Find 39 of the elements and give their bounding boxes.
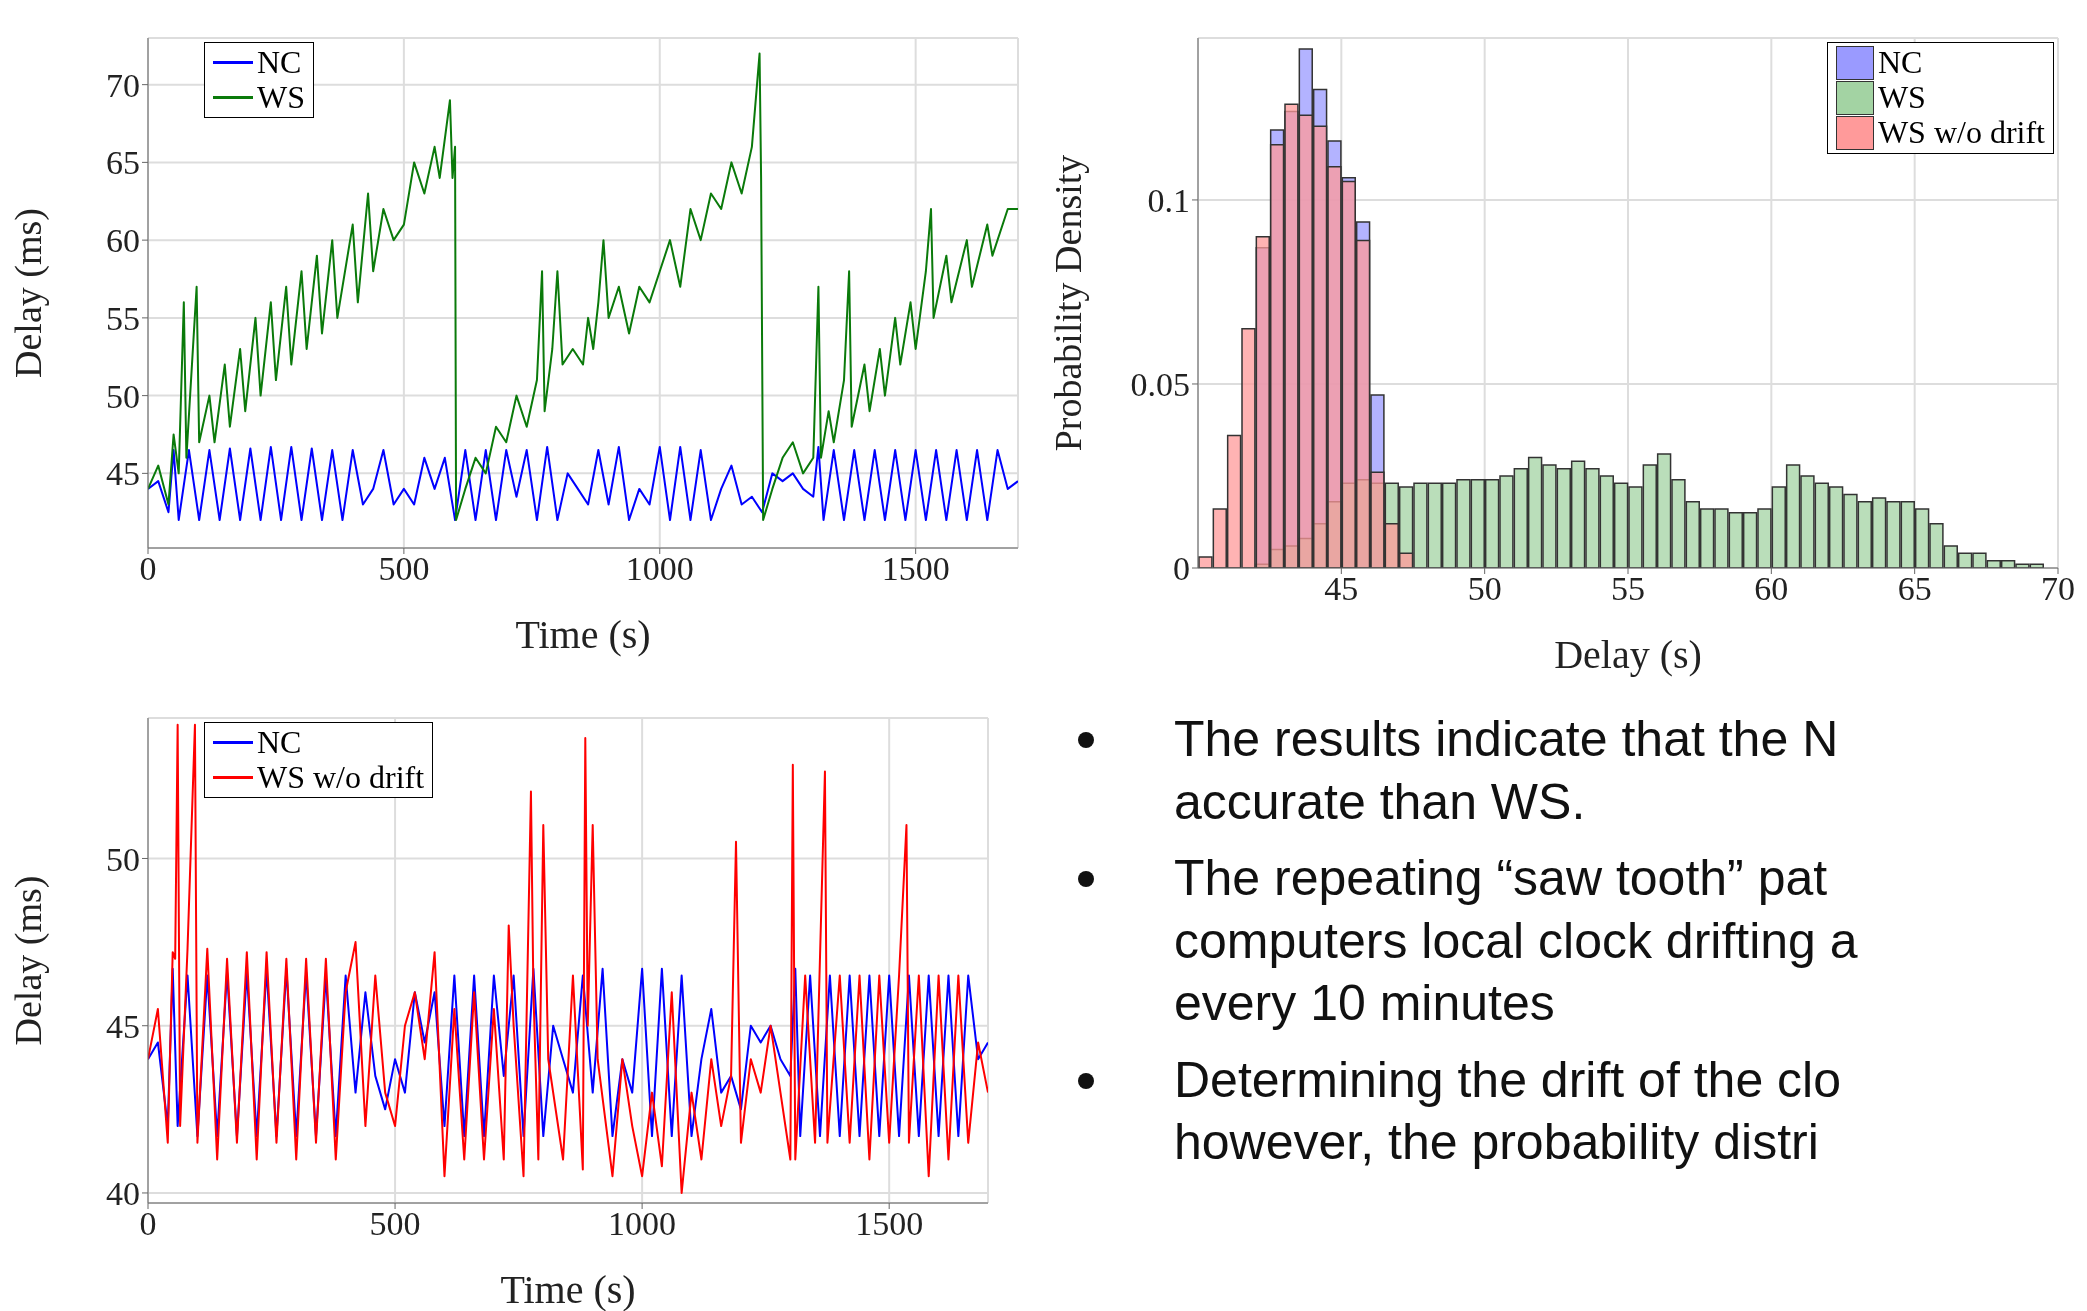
- x-tick-label: 55: [1611, 570, 1645, 608]
- legend-label: NC: [257, 724, 302, 761]
- x-tick-label: 50: [1467, 570, 1502, 608]
- text: The repeating “saw tooth” pat computers local clock drifting a every 10 minutes: [1174, 849, 1858, 1033]
- y-tick-label: 45: [106, 1007, 140, 1045]
- text: The results indicate that the N accurate than WS.: [1174, 710, 1839, 832]
- x-axis-title: Time (s): [500, 1267, 636, 1311]
- x-tick-label: 60: [1754, 570, 1789, 608]
- y-tick-label: 45: [106, 455, 140, 493]
- x-tick-label: 70: [2041, 570, 2075, 608]
- x-axis-title: Delay (s): [1554, 632, 1702, 677]
- y-tick-label: 40: [106, 1175, 140, 1213]
- x-tick-label: 500: [369, 1205, 421, 1243]
- y-tick-label: 0.1: [1147, 182, 1190, 220]
- text: Determining the drift of the clo however, the probability distri: [1174, 1050, 1841, 1172]
- x-tick-label: 45: [1324, 570, 1359, 608]
- x-tick-label: 65: [1897, 570, 1932, 608]
- x-tick-label: 1500: [881, 550, 950, 588]
- legend-label: WS w/o drift: [1877, 114, 2045, 151]
- legend-label: WS w/o drift: [257, 759, 425, 796]
- legend-label: WS: [1877, 79, 1926, 116]
- y-axis-title: Delay (ms): [7, 208, 51, 378]
- legend-label: NC: [1877, 44, 1923, 81]
- y-tick-label: 0.05: [1130, 366, 1190, 404]
- y-tick-label: 60: [106, 222, 140, 260]
- legend-label: WS: [257, 79, 305, 116]
- x-tick-label: 500: [378, 550, 430, 588]
- x-tick-label: 1000: [625, 550, 694, 588]
- x-tick-label: 1500: [855, 1205, 924, 1243]
- legend-label: NC: [257, 44, 302, 81]
- y-tick-label: 50: [106, 377, 140, 415]
- y-axis-title: Probability Density: [1047, 154, 1090, 452]
- y-tick-label: 55: [106, 299, 140, 337]
- y-tick-label: 65: [106, 144, 140, 182]
- y-tick-label: 70: [106, 66, 140, 104]
- y-tick-label: 50: [106, 840, 140, 878]
- x-axis-title: Time (s): [515, 612, 651, 657]
- x-tick-label: 1000: [608, 1205, 677, 1243]
- y-axis-title: Delay (ms): [7, 875, 51, 1046]
